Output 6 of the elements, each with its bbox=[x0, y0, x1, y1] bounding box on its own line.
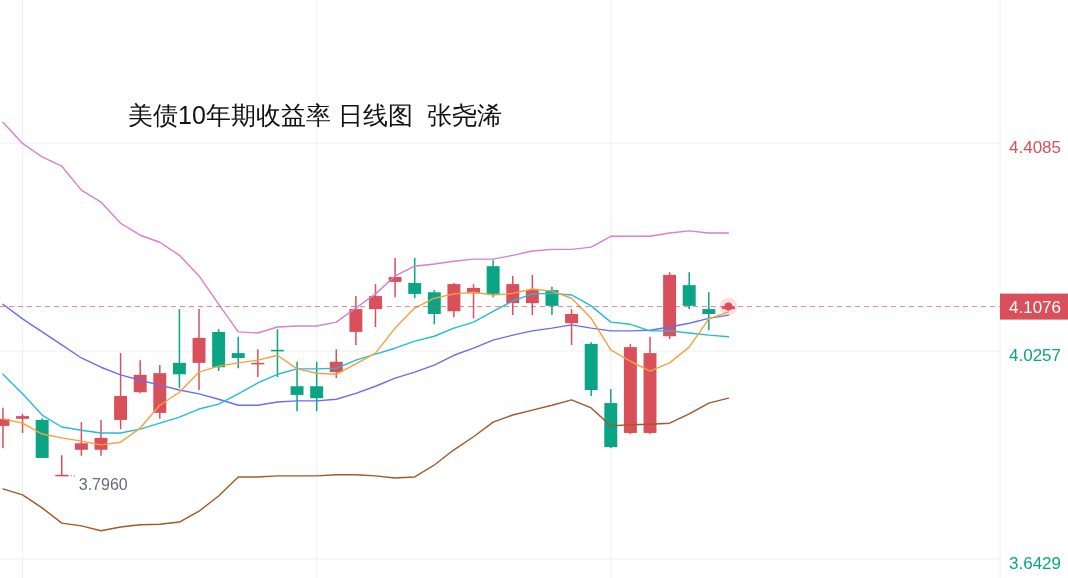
ref-line-label: 4.1076 bbox=[1009, 297, 1061, 317]
y-tick-label: 4.0257 bbox=[1009, 346, 1061, 366]
y-tick-label: 3.6429 bbox=[1009, 554, 1061, 574]
text: 美债10年期收益率 日线图 张尧浠 bbox=[128, 101, 502, 129]
annotation: 3.7960 bbox=[78, 475, 128, 493]
y-tick-label: 4.4085 bbox=[1009, 138, 1061, 158]
